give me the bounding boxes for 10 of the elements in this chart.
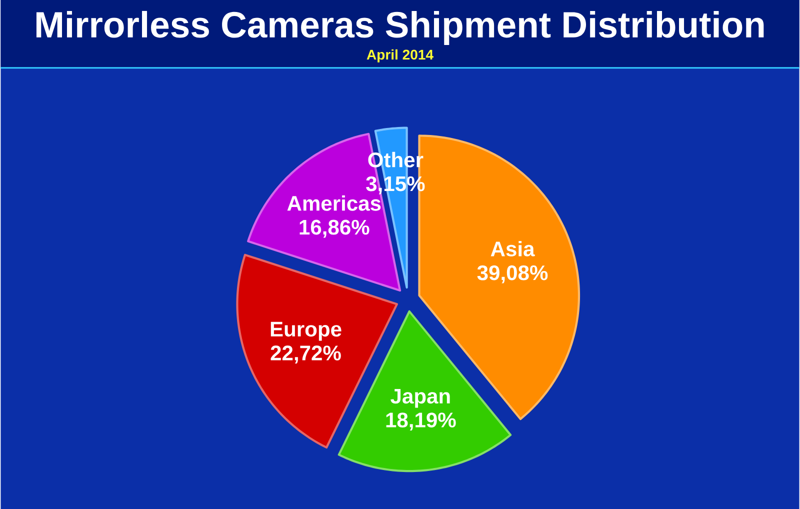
data-label: 16,86% xyxy=(300,220,370,238)
slice-label: Japan xyxy=(390,388,450,408)
slice-label: Americas xyxy=(287,195,381,211)
data-label: 39,08% xyxy=(477,265,548,284)
chart-subtitle: April 2014 xyxy=(366,49,434,62)
slice-label: Europe xyxy=(270,322,342,341)
data-label: 22,72% xyxy=(270,346,341,364)
data-label: 18,19% xyxy=(386,412,456,430)
chart-title: Mirrorless Cameras Shipment Distribution xyxy=(36,10,764,45)
slice-label: Asia xyxy=(490,240,535,256)
